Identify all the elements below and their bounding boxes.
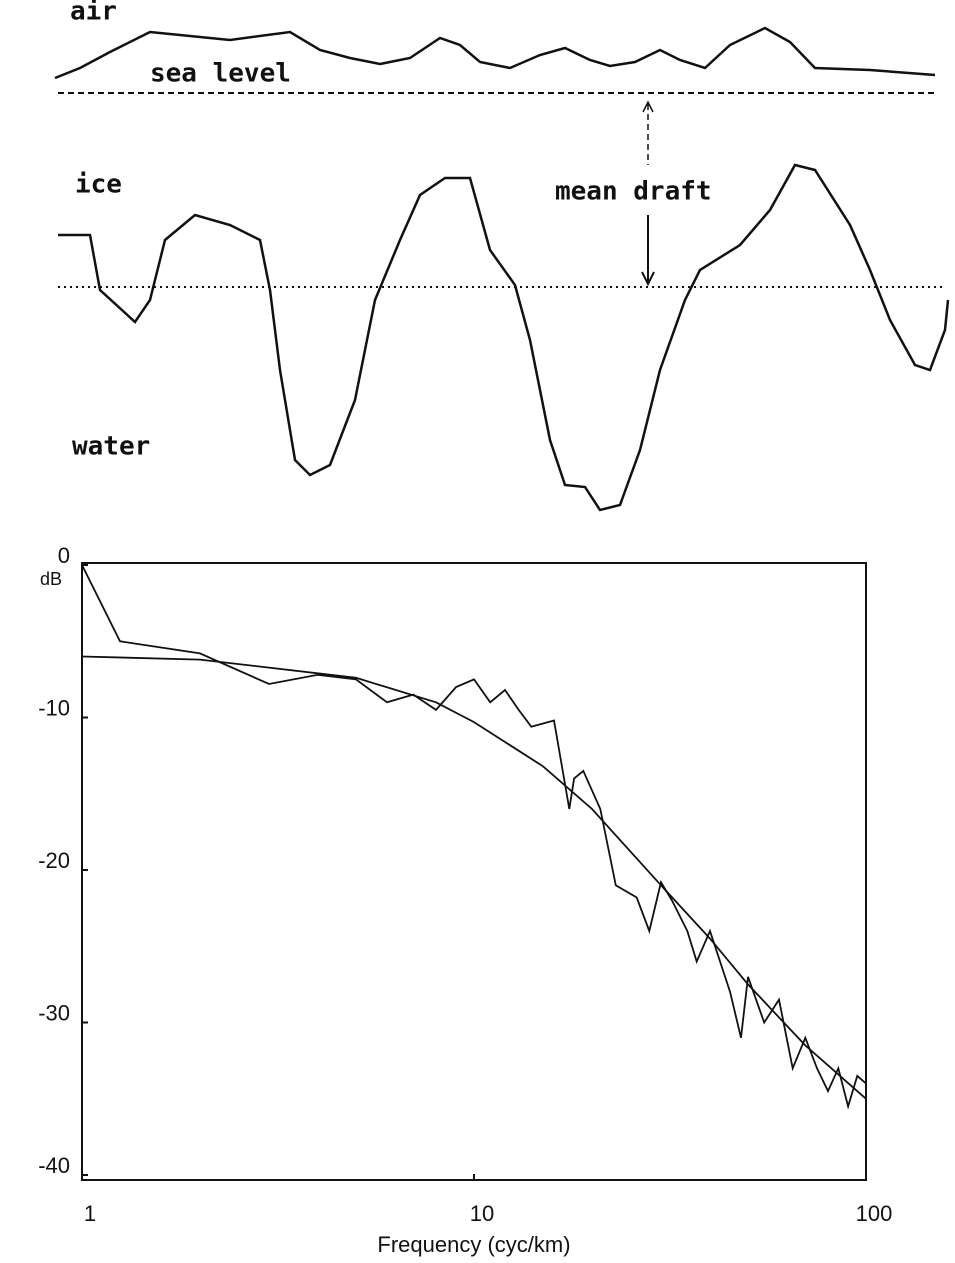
ice-profile-diagram: air sea level ice mean draft water xyxy=(54,0,950,512)
y-tick-label: -30 xyxy=(38,1000,70,1025)
ice-keel xyxy=(58,163,950,512)
spectrum-line xyxy=(81,564,867,1110)
arrow-head-up xyxy=(642,100,654,113)
y-tick-label: -20 xyxy=(38,848,70,873)
arrow-head-down xyxy=(641,271,655,287)
y-tick-label: -40 xyxy=(38,1153,70,1178)
x-tick-label: 100 xyxy=(856,1201,893,1226)
x-axis-label: Frequency (cyc/km) xyxy=(377,1232,570,1257)
ice-label: ice xyxy=(75,170,122,200)
y-tick-label: -10 xyxy=(38,695,70,720)
air-surface xyxy=(54,26,936,80)
y-tick-label: 0 xyxy=(58,543,70,568)
sea-level-label: sea level xyxy=(150,59,291,89)
water-label: water xyxy=(72,432,150,462)
x-tick-label: 1 xyxy=(84,1201,96,1226)
air-label: air xyxy=(70,0,117,27)
y-axis-label: dB xyxy=(40,569,62,589)
plot-frame xyxy=(81,562,867,1181)
x-tick-label: 10 xyxy=(470,1201,494,1226)
spectrum-line xyxy=(81,655,867,1100)
mean-draft-label: mean draft xyxy=(555,177,712,207)
